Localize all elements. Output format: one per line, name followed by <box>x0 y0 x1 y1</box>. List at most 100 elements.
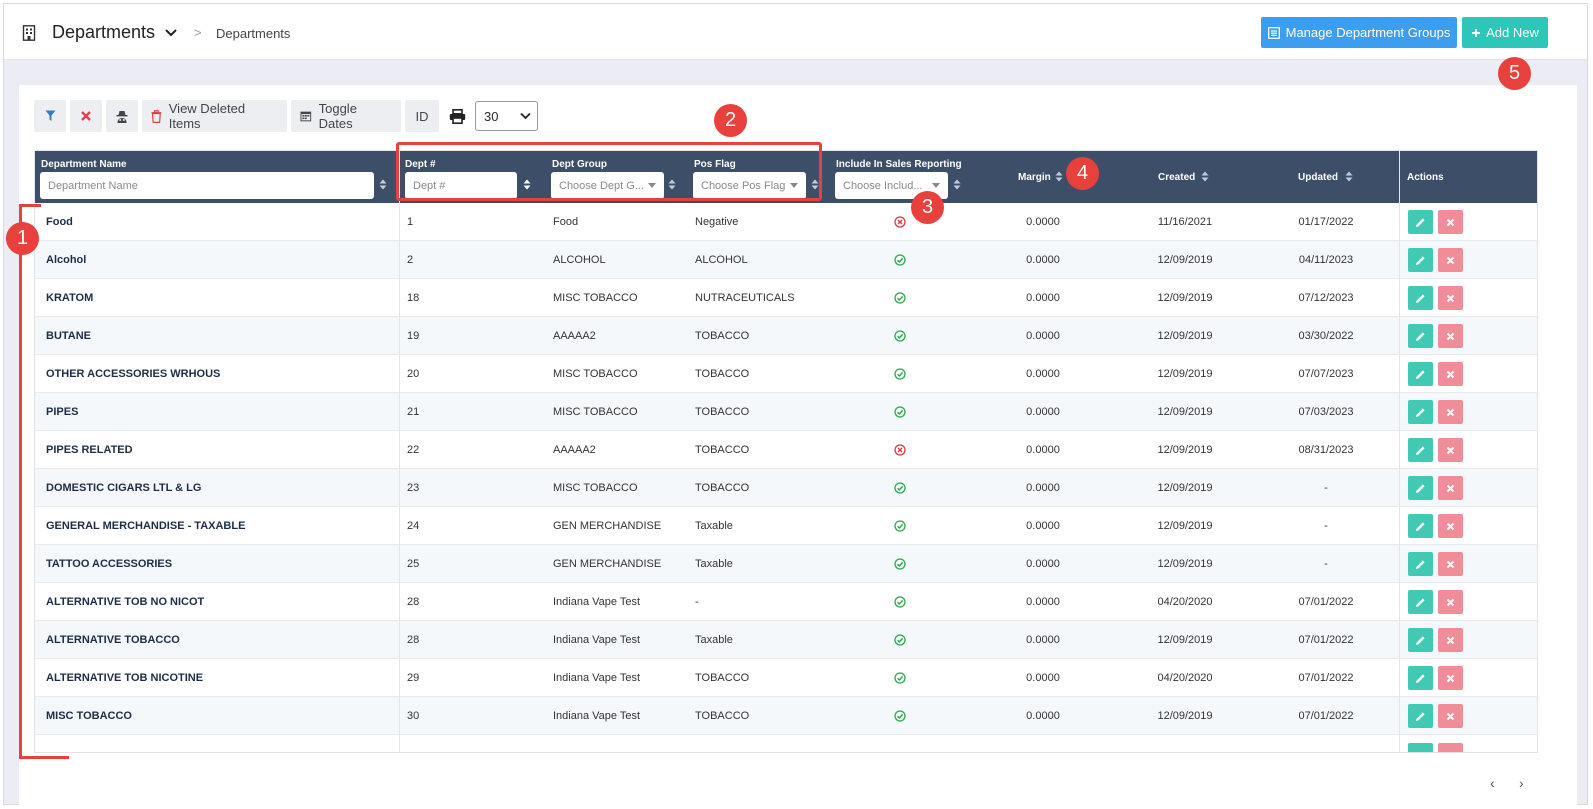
edit-button[interactable] <box>1408 552 1433 576</box>
department-name-cell[interactable]: DOMESTIC CIGARS LTL & LG <box>46 482 202 494</box>
dept-number-filter[interactable]: Dept # <box>405 172 517 199</box>
department-name-cell[interactable]: TATTOO ACCESSORIES <box>46 558 173 570</box>
delete-button[interactable] <box>1438 438 1463 462</box>
table-row[interactable]: KRATOM 18 MISC TOBACCO NUTRACEUTICALS 0.0000… <box>35 279 1537 317</box>
sort-icon[interactable] <box>811 179 819 190</box>
sales-reporting-filter[interactable]: Choose Includ... <box>835 172 948 199</box>
edit-button[interactable] <box>1408 210 1433 234</box>
department-name-cell[interactable]: Food <box>46 216 73 228</box>
delete-button[interactable] <box>1438 210 1463 234</box>
edit-button[interactable] <box>1408 286 1433 310</box>
department-name-cell[interactable]: Alcohol <box>46 254 87 266</box>
table-row[interactable]: MISC TOBACCO 30 Indiana Vape Test TOBACCO 0.… <box>35 697 1537 735</box>
next-page-button[interactable]: › <box>1519 775 1524 791</box>
manage-groups-label: Manage Department Groups <box>1285 25 1451 40</box>
sort-icon[interactable] <box>379 179 387 190</box>
delete-button[interactable] <box>1438 552 1463 576</box>
chevron-down-icon[interactable] <box>164 28 178 38</box>
pos-flag-filter[interactable]: Choose Pos Flag <box>693 172 806 199</box>
delete-button[interactable] <box>1438 628 1463 652</box>
column-header-updated[interactable]: Updated <box>1298 172 1338 183</box>
table-row[interactable]: Alcohol 2 ALCOHOL ALCOHOL 0.0000 12/09/2019 04… <box>35 241 1537 279</box>
delete-button[interactable] <box>1438 324 1463 348</box>
pencil-icon <box>1416 635 1425 645</box>
column-header-actions: Actions <box>1407 172 1444 183</box>
edit-button[interactable] <box>1408 628 1433 652</box>
spy-button[interactable] <box>106 100 138 132</box>
delete-button[interactable] <box>1438 590 1463 614</box>
department-name-cell[interactable]: OTHER ACCESSORIES WRHOUS <box>46 368 221 380</box>
department-name-cell[interactable]: PIPES RELATED <box>46 444 133 456</box>
department-name-cell[interactable]: GENERAL MERCHANDISE - TAXABLE <box>46 520 246 532</box>
table-row[interactable]: ALTERNATIVE TOB NO NICOT 28 Indiana Vape T… <box>35 583 1537 621</box>
delete-button[interactable] <box>1438 666 1463 690</box>
add-new-button[interactable]: Add New <box>1462 17 1548 48</box>
edit-button[interactable] <box>1408 476 1433 500</box>
delete-button[interactable] <box>1438 476 1463 500</box>
dept-number-cell: 29 <box>407 672 420 684</box>
table-row[interactable] <box>35 735 1537 752</box>
view-deleted-button[interactable]: View Deleted Items <box>142 100 287 132</box>
department-name-cell[interactable]: BUTANE <box>46 330 92 342</box>
page-size-select[interactable]: 30 <box>475 101 538 131</box>
manage-department-groups-button[interactable]: Manage Department Groups <box>1261 17 1457 48</box>
department-name-filter[interactable]: Department Name <box>40 172 374 199</box>
pos-flag-cell: TOBACCO <box>695 406 750 418</box>
table-row[interactable]: ALTERNATIVE TOB NICOTINE 29 Indiana Vape T… <box>35 659 1537 697</box>
delete-button[interactable] <box>1438 400 1463 424</box>
edit-button[interactable] <box>1408 400 1433 424</box>
dept-group-filter[interactable]: Choose Dept G... <box>551 172 664 199</box>
filter-button[interactable] <box>34 100 66 132</box>
margin-cell: 0.0000 <box>1026 710 1060 722</box>
table-row[interactable]: ALTERNATIVE TOBACCO 28 Indiana Vape Test Ta… <box>35 621 1537 659</box>
department-name-cell[interactable]: ALTERNATIVE TOB NO NICOT <box>46 596 205 608</box>
delete-button[interactable] <box>1438 514 1463 538</box>
dept-group-cell: Indiana Vape Test <box>553 710 641 722</box>
sort-icon[interactable] <box>523 179 531 190</box>
department-name-cell[interactable]: ALTERNATIVE TOB NICOTINE <box>46 672 204 684</box>
delete-button[interactable] <box>1438 704 1463 728</box>
breadcrumb[interactable]: Departments <box>216 26 291 41</box>
table-row[interactable]: OTHER ACCESSORIES WRHOUS 20 MISC TOBACCO TO… <box>35 355 1537 393</box>
table-row[interactable]: PIPES 21 MISC TOBACCO TOBACCO 0.0000 12/09/20… <box>35 393 1537 431</box>
table-row[interactable]: BUTANE 19 AAAAA2 TOBACCO 0.0000 12/09/2019 03/… <box>35 317 1537 355</box>
column-header-margin[interactable]: Margin <box>1018 172 1051 183</box>
table-row[interactable]: PIPES RELATED 22 AAAAA2 TOBACCO 0.0000 12/09/… <box>35 431 1537 469</box>
pos-flag-cell: TOBACCO <box>695 330 750 342</box>
prev-page-button[interactable]: ‹ <box>1490 775 1495 791</box>
sort-icon[interactable] <box>1201 171 1209 182</box>
print-button[interactable] <box>443 100 471 132</box>
table-row[interactable]: TATTOO ACCESSORIES 25 GEN MERCHANDISE Taxab… <box>35 545 1537 583</box>
sort-icon[interactable] <box>1055 171 1063 182</box>
dept-number-cell: 25 <box>407 558 420 570</box>
sort-icon[interactable] <box>668 179 676 190</box>
delete-button[interactable] <box>1438 362 1463 386</box>
edit-button[interactable] <box>1408 324 1433 348</box>
delete-button[interactable] <box>1438 248 1463 272</box>
pos-flag-cell: TOBACCO <box>695 444 750 456</box>
department-name-cell[interactable]: ALTERNATIVE TOBACCO <box>46 634 180 646</box>
toggle-dates-button[interactable]: Toggle Dates <box>291 100 401 132</box>
delete-button[interactable] <box>1438 743 1463 752</box>
delete-button[interactable] <box>1438 286 1463 310</box>
edit-button[interactable] <box>1408 362 1433 386</box>
clear-filters-button[interactable] <box>70 100 102 132</box>
sort-icon[interactable] <box>953 179 961 190</box>
edit-button[interactable] <box>1408 514 1433 538</box>
table-row[interactable]: GENERAL MERCHANDISE - TAXABLE 24 GEN MERCH… <box>35 507 1537 545</box>
table-row[interactable]: Food 1 Food Negative 0.0000 11/16/2021 01/17/2… <box>35 203 1537 241</box>
department-name-cell[interactable]: MISC TOBACCO <box>46 710 132 722</box>
edit-button[interactable] <box>1408 438 1433 462</box>
department-name-cell[interactable]: PIPES <box>46 406 79 418</box>
table-row[interactable]: DOMESTIC CIGARS LTL & LG 23 MISC TOBACCO TO… <box>35 469 1537 507</box>
edit-button[interactable] <box>1408 704 1433 728</box>
edit-button[interactable] <box>1408 666 1433 690</box>
edit-button[interactable] <box>1408 743 1433 752</box>
edit-button[interactable] <box>1408 590 1433 614</box>
column-header-created[interactable]: Created <box>1158 172 1196 183</box>
department-name-cell[interactable]: KRATOM <box>46 292 94 304</box>
sales-reporting-placeholder: Choose Includ... <box>843 179 923 192</box>
edit-button[interactable] <box>1408 248 1433 272</box>
id-toggle-button[interactable]: ID <box>405 100 439 132</box>
sort-icon[interactable] <box>1345 171 1353 182</box>
